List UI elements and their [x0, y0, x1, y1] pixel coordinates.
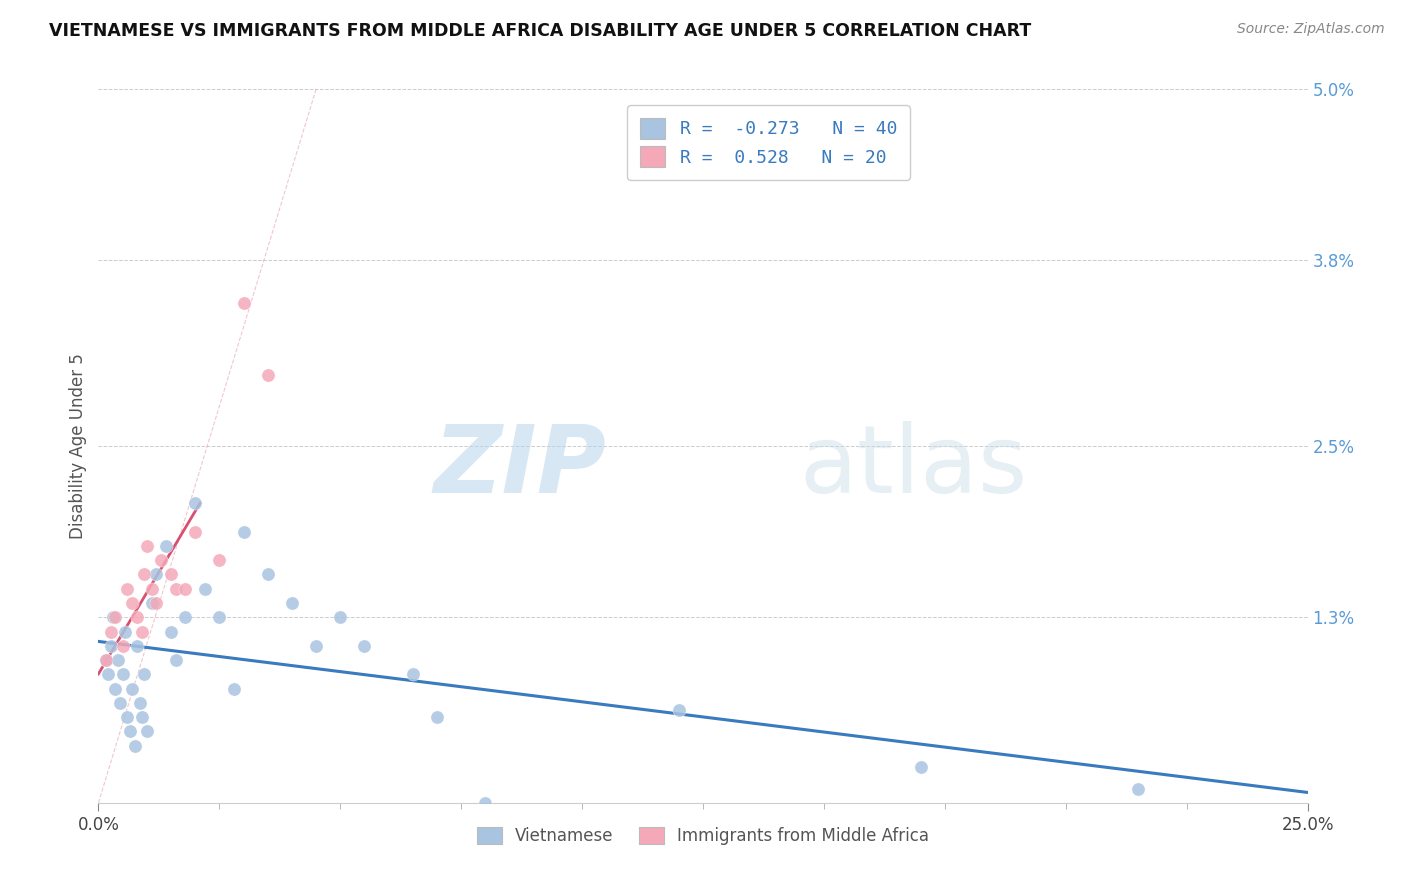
Point: [222, 681, 245, 696]
Point: [145, 596, 167, 610]
Point: [426, 710, 449, 724]
Text: Source: ZipAtlas.com: Source: ZipAtlas.com: [1237, 22, 1385, 37]
Point: [668, 703, 690, 717]
Point: [127, 639, 149, 653]
Point: [402, 667, 425, 681]
Point: [97, 667, 120, 681]
Point: [134, 667, 156, 681]
Point: [305, 639, 328, 653]
Point: [121, 596, 143, 610]
Point: [100, 624, 122, 639]
Point: [111, 667, 134, 681]
Point: [104, 681, 127, 696]
Point: [121, 681, 143, 696]
Point: [100, 639, 122, 653]
Text: ZIP: ZIP: [433, 421, 606, 514]
Point: [329, 610, 352, 624]
Point: [1128, 781, 1150, 796]
Point: [118, 724, 141, 739]
Point: [232, 524, 254, 539]
Point: [117, 710, 139, 724]
Point: [141, 596, 163, 610]
Point: [94, 653, 117, 667]
Point: [160, 567, 183, 582]
Point: [281, 596, 304, 610]
Point: [135, 539, 157, 553]
Point: [94, 653, 117, 667]
Point: [131, 624, 153, 639]
Point: [160, 624, 183, 639]
Point: [174, 610, 197, 624]
Point: [184, 524, 207, 539]
Point: [174, 582, 197, 596]
Point: [124, 739, 146, 753]
Point: [145, 567, 167, 582]
Point: [165, 653, 187, 667]
Point: [117, 582, 139, 596]
Point: [155, 539, 177, 553]
Point: [184, 496, 207, 510]
Point: [353, 639, 375, 653]
Point: [208, 610, 231, 624]
Text: atlas: atlas: [800, 421, 1028, 514]
Point: [114, 624, 136, 639]
Point: [165, 582, 187, 596]
Point: [134, 567, 156, 582]
Point: [910, 760, 932, 774]
Point: [111, 639, 134, 653]
Point: [141, 582, 163, 596]
Point: [131, 710, 153, 724]
Point: [150, 553, 173, 567]
Point: [474, 796, 496, 810]
Point: [232, 296, 254, 310]
Point: [108, 696, 131, 710]
Point: [101, 610, 124, 624]
Point: [127, 610, 149, 624]
Legend: Vietnamese, Immigrants from Middle Africa: Vietnamese, Immigrants from Middle Afric…: [470, 820, 936, 852]
Point: [256, 368, 278, 382]
Point: [104, 610, 127, 624]
Point: [194, 582, 217, 596]
Point: [135, 724, 157, 739]
Point: [107, 653, 129, 667]
Point: [128, 696, 150, 710]
Text: VIETNAMESE VS IMMIGRANTS FROM MIDDLE AFRICA DISABILITY AGE UNDER 5 CORRELATION C: VIETNAMESE VS IMMIGRANTS FROM MIDDLE AFR…: [49, 22, 1032, 40]
Point: [208, 553, 231, 567]
Point: [256, 567, 278, 582]
Y-axis label: Disability Age Under 5: Disability Age Under 5: [69, 353, 87, 539]
